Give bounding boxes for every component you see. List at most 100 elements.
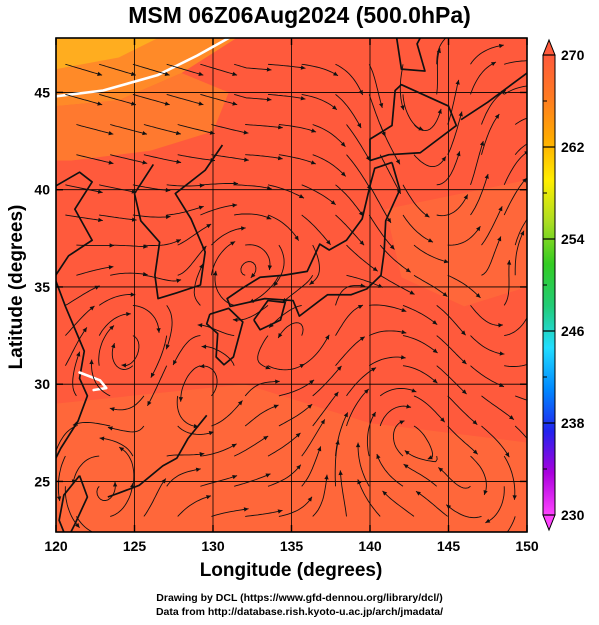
streamline bbox=[121, 335, 140, 367]
streamline bbox=[147, 365, 168, 407]
streamline-arrowhead bbox=[243, 507, 249, 512]
streamline-arrowhead bbox=[119, 447, 125, 452]
streamline-arrowhead bbox=[382, 490, 388, 496]
streamline bbox=[166, 453, 205, 457]
streamline bbox=[200, 183, 239, 186]
streamline-arrowhead bbox=[506, 260, 512, 265]
streamline-arrowhead bbox=[438, 467, 444, 473]
streamline-arrowhead bbox=[453, 30, 458, 34]
streamline-arrowhead bbox=[340, 171, 346, 177]
streamline-arrowhead bbox=[173, 359, 178, 365]
streamline bbox=[301, 184, 336, 206]
streamline bbox=[447, 111, 463, 155]
streamline-arrowhead bbox=[278, 125, 283, 130]
streamline bbox=[72, 351, 81, 397]
streamline bbox=[506, 516, 516, 532]
streamline-arrowhead bbox=[294, 235, 299, 241]
streamline bbox=[282, 275, 314, 303]
streamline bbox=[503, 85, 527, 95]
streamline bbox=[232, 305, 269, 321]
streamline bbox=[379, 405, 412, 427]
streamline-arrowhead bbox=[377, 283, 383, 288]
streamline bbox=[335, 214, 365, 246]
credit-drawing: Drawing by DCL (https://www.gfd-dennou.o… bbox=[156, 592, 443, 604]
streamline bbox=[346, 274, 383, 288]
streamline-arrowhead bbox=[365, 155, 370, 161]
streamline-arrowhead bbox=[336, 365, 342, 371]
streamline-arrowhead bbox=[443, 259, 449, 264]
streamline-arrowhead bbox=[455, 79, 460, 85]
streamline-arrowhead bbox=[307, 496, 313, 502]
streamline-arrowhead bbox=[472, 449, 478, 455]
streamline bbox=[273, 244, 285, 287]
streamline bbox=[240, 261, 257, 279]
streamline-arrowhead bbox=[359, 336, 365, 342]
streamline-arrowhead bbox=[338, 470, 343, 476]
streamline-arrowhead bbox=[364, 388, 369, 394]
streamline bbox=[447, 395, 478, 426]
streamline bbox=[132, 214, 171, 218]
streamline bbox=[503, 177, 527, 216]
streamline-arrowhead bbox=[131, 217, 137, 222]
streamline-arrowhead bbox=[522, 177, 527, 183]
streamline bbox=[503, 455, 516, 500]
streamline-arrowhead bbox=[406, 404, 412, 409]
streamline-arrowhead bbox=[498, 43, 504, 49]
streamline bbox=[436, 38, 447, 65]
streamline bbox=[177, 495, 212, 517]
streamline bbox=[200, 93, 238, 106]
streamline-arrowhead bbox=[300, 96, 306, 101]
streamline bbox=[369, 304, 407, 312]
streamline bbox=[382, 490, 415, 517]
streamline-arrowhead bbox=[165, 344, 170, 350]
streamline bbox=[278, 154, 316, 165]
streamline bbox=[65, 305, 95, 336]
colorbar-tick-label: 238 bbox=[561, 415, 585, 431]
coast-shikoku bbox=[253, 299, 287, 331]
streamline bbox=[234, 213, 272, 220]
streamline-arrowhead bbox=[278, 333, 283, 339]
streamline-arrowhead bbox=[266, 185, 272, 191]
y-tick-label: 45 bbox=[34, 84, 50, 100]
streamline bbox=[132, 304, 160, 333]
streamline-arrowhead bbox=[396, 188, 401, 194]
streamline-arrowhead bbox=[326, 239, 331, 245]
streamline bbox=[481, 89, 507, 125]
coast-china bbox=[56, 171, 93, 460]
streamline-arrowhead bbox=[472, 420, 478, 425]
streamline-arrowhead bbox=[275, 379, 280, 384]
streamline-arrowhead bbox=[330, 200, 336, 205]
streamline-arrowhead bbox=[198, 205, 204, 210]
streamline-arrowhead bbox=[386, 217, 391, 223]
streamline bbox=[413, 274, 448, 297]
streamline-arrowhead bbox=[150, 372, 155, 378]
streamline bbox=[110, 482, 134, 517]
streamline-arrowhead bbox=[201, 245, 207, 251]
streamline bbox=[301, 419, 326, 457]
streamline bbox=[445, 504, 482, 519]
streamline-arrowhead bbox=[197, 323, 203, 328]
streamline bbox=[447, 274, 481, 299]
streamline-arrowhead bbox=[193, 423, 199, 429]
streamline-arrowhead bbox=[411, 388, 417, 393]
streamline-arrowhead bbox=[432, 320, 438, 325]
streamline-arrowhead bbox=[109, 325, 115, 331]
streamline bbox=[257, 335, 271, 370]
streamline bbox=[436, 365, 467, 395]
streamline bbox=[481, 425, 510, 458]
streamline bbox=[514, 143, 527, 155]
streamline-arrowhead bbox=[208, 431, 214, 436]
streamline bbox=[143, 124, 181, 135]
streamline bbox=[504, 60, 527, 65]
colorbar-tick-label: 262 bbox=[561, 139, 585, 155]
streamline-arrowhead bbox=[231, 443, 237, 448]
streamline bbox=[166, 63, 204, 76]
streamline-arrowhead bbox=[244, 157, 249, 162]
map-title: MSM 06Z06Aug2024 (500.0hPa) bbox=[128, 2, 471, 28]
streamline-arrowhead bbox=[266, 67, 272, 72]
coast-hokkaido bbox=[369, 83, 458, 162]
streamline bbox=[268, 304, 302, 329]
streamline bbox=[244, 380, 280, 397]
streamline bbox=[98, 325, 115, 366]
streamline-arrowhead bbox=[263, 435, 269, 441]
